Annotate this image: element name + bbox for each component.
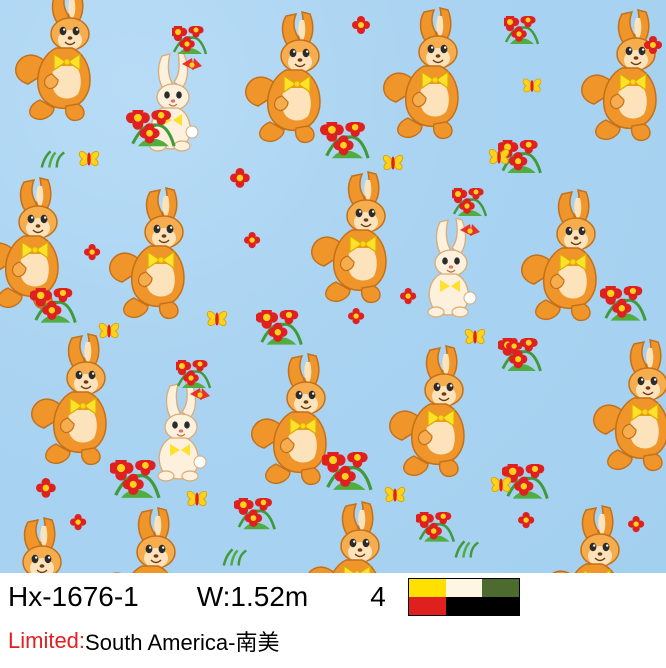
- motif-flower-single: [84, 244, 102, 262]
- motif-bunny: [418, 218, 484, 320]
- motif-flower-cluster: [452, 188, 492, 222]
- colorway-chip-column: [445, 579, 483, 615]
- colorway-chip: [408, 597, 446, 615]
- motif-flower-single: [644, 36, 664, 56]
- colorway-chip: [445, 597, 483, 615]
- colorway-chip: [482, 597, 519, 615]
- motif-flower-single: [348, 308, 366, 326]
- colorway-chip-column: [482, 579, 519, 615]
- motif-flower-cluster: [172, 26, 212, 60]
- motif-kangaroo: [104, 186, 200, 326]
- motif-butterfly: [206, 306, 228, 330]
- color-count: 4: [370, 581, 386, 612]
- motif-flower-single: [506, 338, 524, 356]
- limited-label: Limited:: [8, 628, 86, 653]
- motif-flower-single: [518, 512, 536, 530]
- motif-butterfly: [488, 144, 510, 168]
- motif-flower-cluster: [504, 16, 544, 50]
- motif-flower-single: [36, 478, 58, 500]
- motif-flower-single: [400, 288, 418, 306]
- motif-kangaroo: [378, 6, 474, 146]
- motif-kangaroo: [384, 344, 480, 484]
- motif-flower-cluster: [176, 360, 216, 394]
- limited-region-row: Limited: South America-南美: [0, 621, 666, 661]
- motif-kangaroo: [576, 8, 666, 148]
- limited-region-value: South America-南美: [85, 630, 280, 655]
- motif-flower-cluster: [126, 110, 186, 154]
- motif-kangaroo: [26, 332, 122, 472]
- motif-kangaroo: [540, 504, 636, 573]
- motif-flower-single: [230, 168, 252, 190]
- fabric-pattern-image: [0, 0, 666, 573]
- motif-butterfly: [78, 146, 100, 170]
- colorway-chip: [482, 579, 519, 597]
- colorway-chip-column: [408, 579, 446, 615]
- motif-flower-cluster: [110, 460, 170, 506]
- motif-grass-tuft: [452, 540, 482, 560]
- motif-kangaroo: [0, 516, 78, 573]
- motif-grass-tuft: [220, 548, 250, 568]
- motif-butterfly: [490, 472, 512, 496]
- motif-flower-cluster: [30, 288, 86, 330]
- motif-kangaroo: [96, 506, 192, 573]
- motif-kangaroo: [588, 338, 666, 478]
- motif-grass-tuft: [38, 150, 68, 170]
- motif-flower-single: [244, 232, 262, 250]
- motif-kangaroo: [10, 0, 106, 128]
- product-width: W:1.52m: [196, 581, 309, 612]
- motif-kangaroo: [300, 500, 396, 573]
- motif-flower-cluster: [320, 122, 380, 166]
- colorway-chips: [407, 578, 520, 616]
- motif-flower-cluster: [322, 452, 382, 498]
- motif-kangaroo: [516, 188, 612, 328]
- colorway-chip: [408, 579, 446, 597]
- product-label-row: Hx-1676-1 W:1.52m 4: [0, 573, 666, 621]
- motif-butterfly: [522, 74, 542, 96]
- colorway-chip: [445, 579, 483, 597]
- product-code: Hx-1676-1: [8, 581, 139, 612]
- motif-flower-cluster: [234, 498, 284, 536]
- motif-flower-cluster: [256, 310, 312, 352]
- motif-flower-cluster: [600, 286, 656, 328]
- motif-flower-single: [352, 16, 372, 36]
- motif-kangaroo: [306, 170, 402, 310]
